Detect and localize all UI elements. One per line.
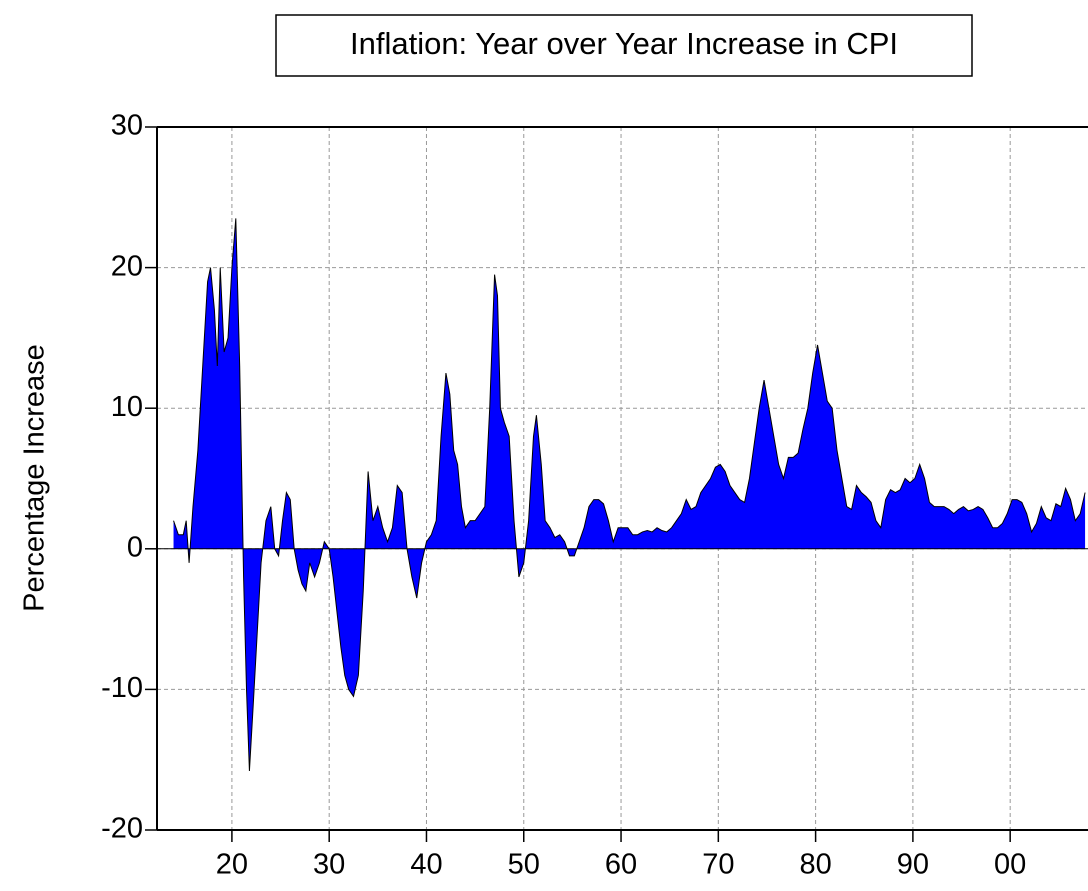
x-tick-label: 20 [216,849,248,881]
x-tick-label: 50 [508,849,540,881]
y-tick-label: 0 [127,531,143,563]
y-tick-label: -10 [101,672,143,704]
x-tick-label: 90 [897,849,929,881]
y-tick-label: 20 [111,250,143,282]
y-axis-label: Percentage Increase [19,344,51,612]
x-tick-label: 70 [702,849,734,881]
x-tick-label: 80 [799,849,831,881]
x-tick-label: 40 [410,849,442,881]
y-tick-label: 10 [111,391,143,423]
title-box [275,14,973,77]
y-tick-label: -20 [101,813,143,845]
x-tick-label: 60 [605,849,637,881]
x-tick-label: 30 [313,849,345,881]
area [173,218,1086,771]
chart-title: Inflation: Year over Year Increase in CP… [350,26,898,61]
x-tick-label: 00 [994,849,1026,881]
area-outline [173,218,1086,771]
y-tick-label: 30 [111,110,143,142]
